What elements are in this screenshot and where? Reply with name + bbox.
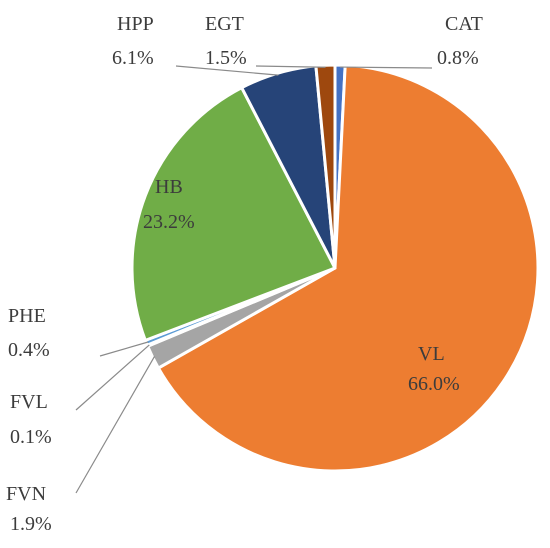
value-egt: 1.5% <box>205 47 247 69</box>
label-cat: CAT <box>445 13 483 35</box>
leader-line-cat <box>340 66 433 69</box>
label-fvl: FVL <box>10 391 48 413</box>
label-fvn: FVN <box>6 483 46 505</box>
label-hpp: HPP <box>117 13 154 35</box>
label-phe: PHE <box>8 305 46 327</box>
pie-slices <box>130 63 540 473</box>
value-cat: 0.8% <box>437 47 479 69</box>
label-egt: EGT <box>205 13 244 35</box>
pie-slice-hb <box>130 86 337 342</box>
label-vl: VL <box>418 343 445 365</box>
value-hpp: 6.1% <box>112 47 154 69</box>
value-fvl: 0.1% <box>10 426 52 448</box>
leader-line-egt <box>255 65 326 68</box>
leader-line-hpp <box>175 65 279 76</box>
pie-slice-egt <box>314 63 337 270</box>
value-fvn: 1.9% <box>10 513 52 535</box>
value-hb: 23.2% <box>143 211 195 233</box>
value-vl: 66.0% <box>408 373 460 395</box>
leader-line-fvl <box>75 344 150 411</box>
pie-slice-vl <box>156 63 540 473</box>
leader-line-fvn <box>75 356 156 494</box>
leader-lines <box>75 65 433 494</box>
leader-line-phe <box>99 341 149 357</box>
label-hb: HB <box>155 176 183 198</box>
value-phe: 0.4% <box>8 339 50 361</box>
